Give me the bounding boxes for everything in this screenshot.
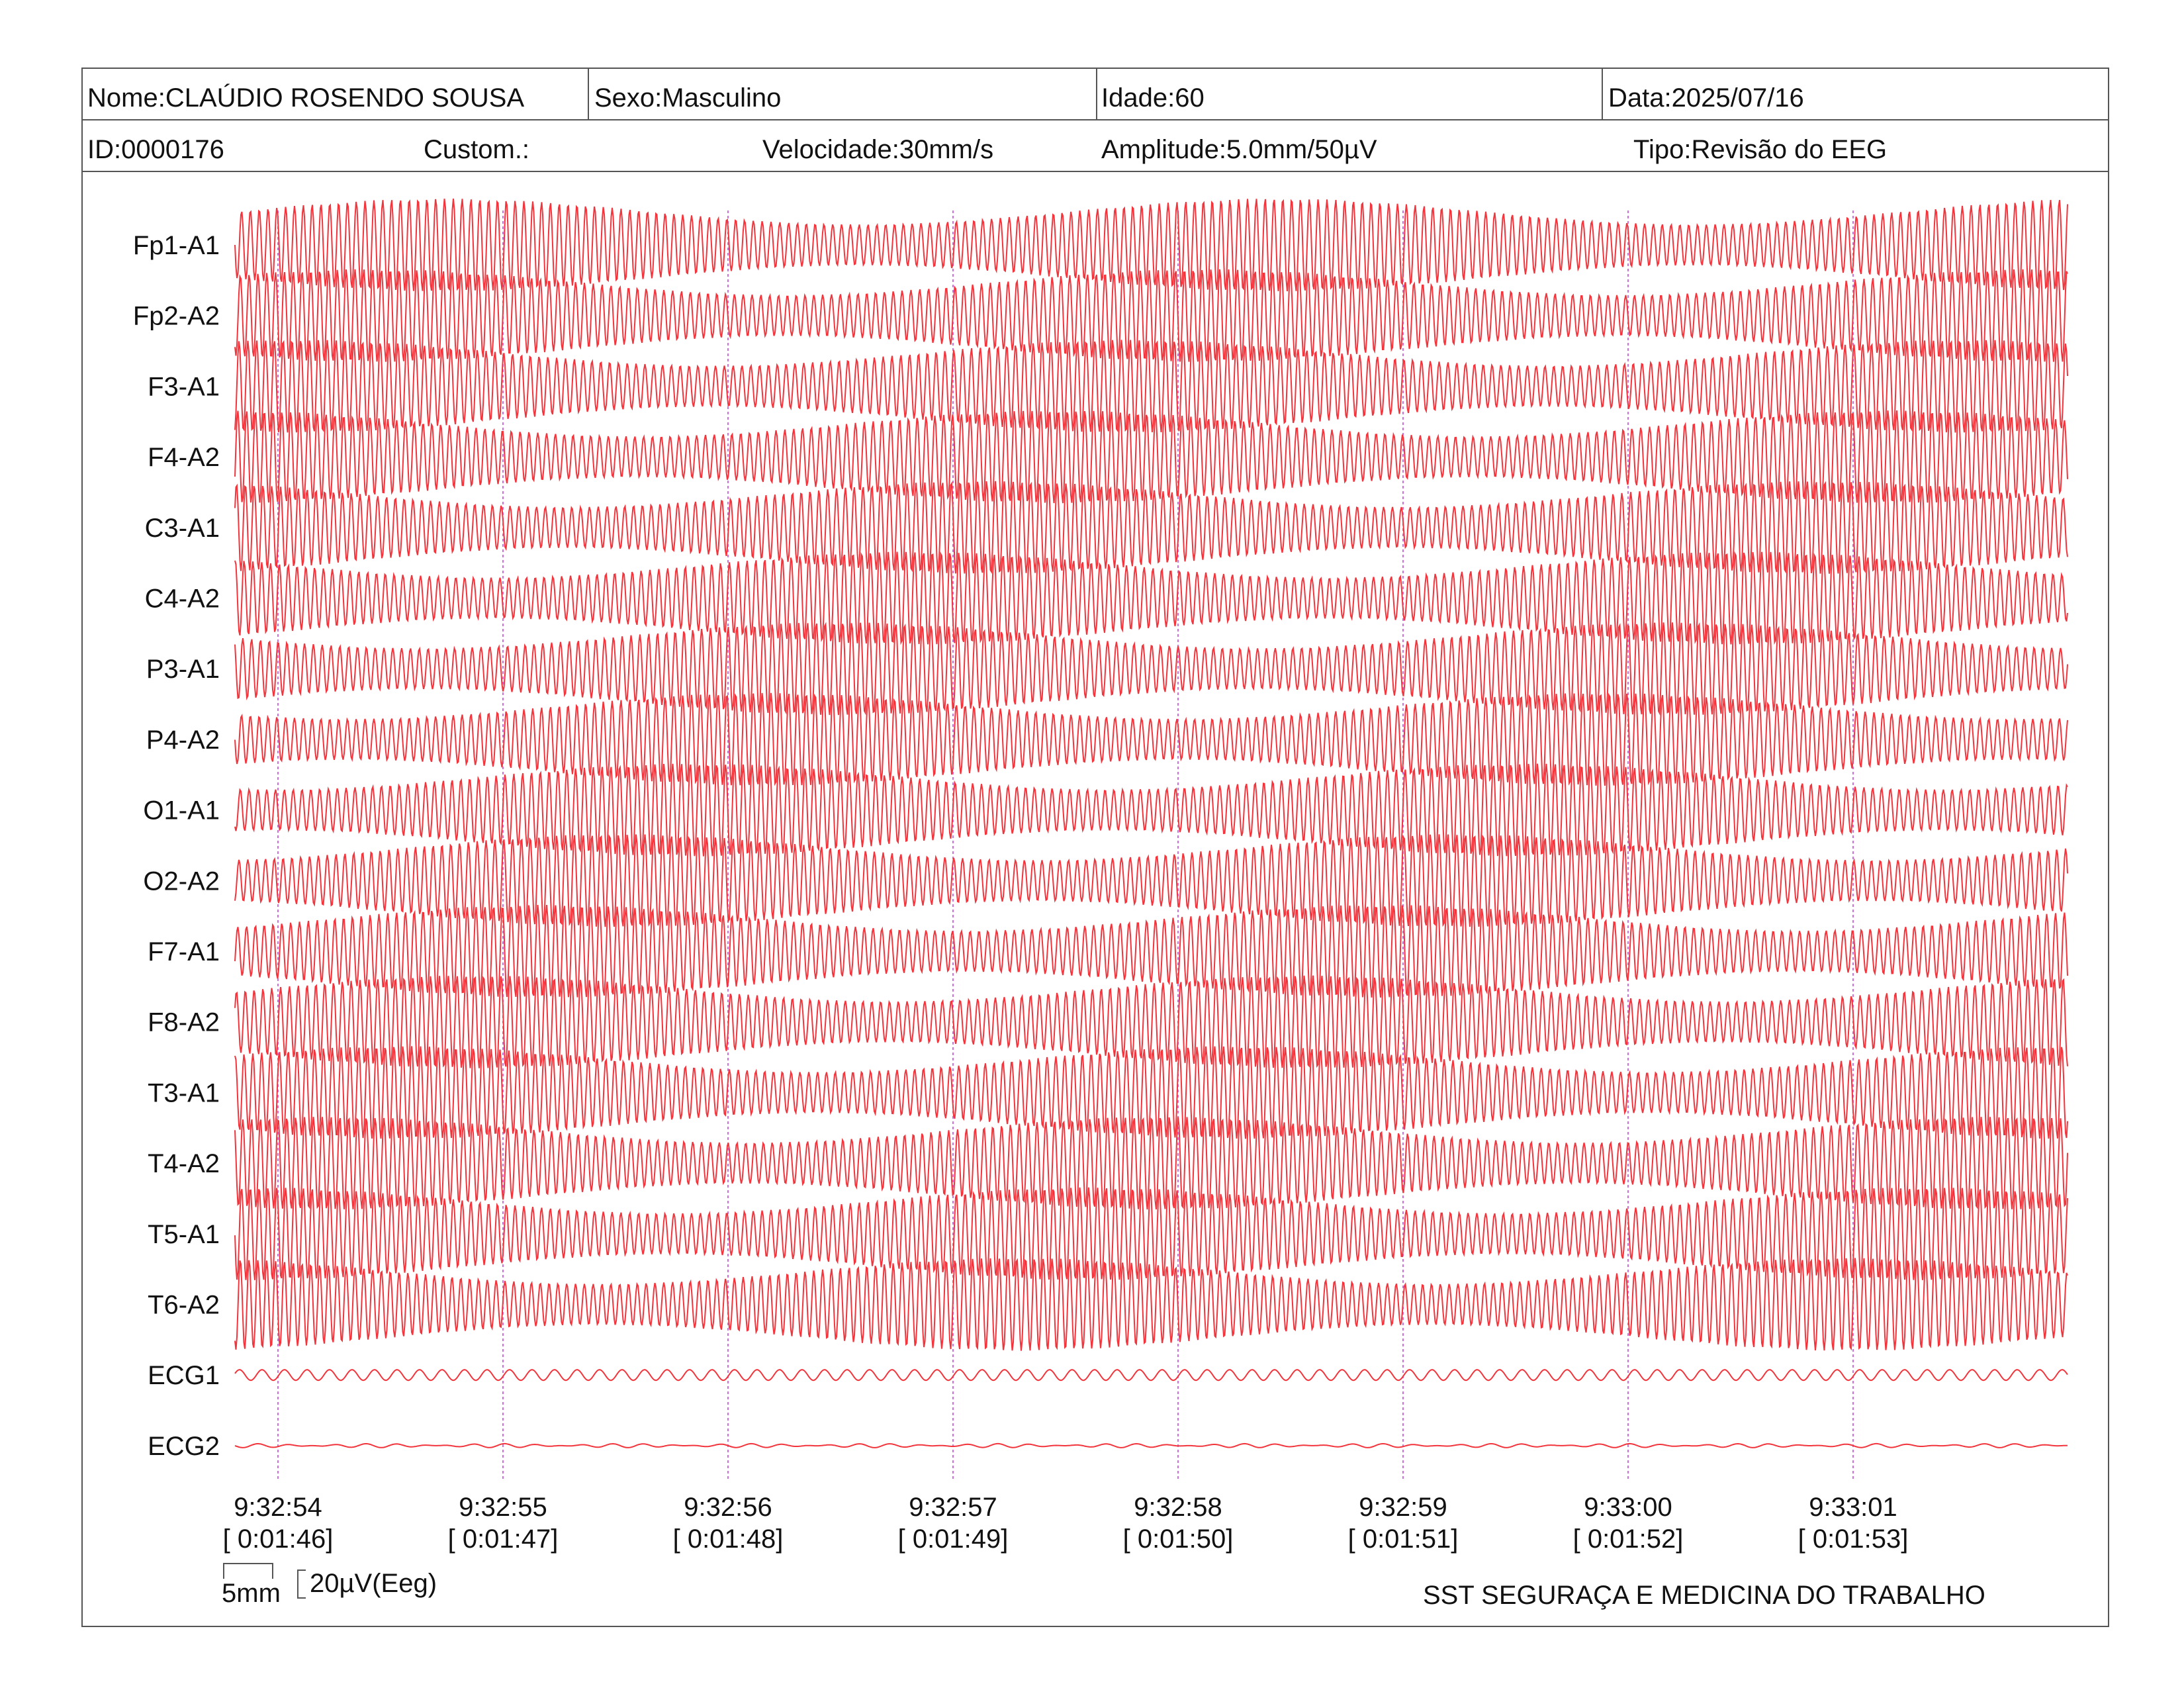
time-clock-label: 9:32:54 — [234, 1493, 322, 1522]
trace-p4-a2 — [234, 692, 2068, 786]
channel-label: T5-A1 — [148, 1220, 220, 1249]
time-elapsed-label: [ 0:01:51] — [1348, 1524, 1459, 1554]
channel-label: F8-A2 — [148, 1008, 220, 1037]
channel-label: T6-A2 — [148, 1291, 220, 1320]
custom-field: Custom.: — [424, 135, 530, 164]
trace-c3-a1 — [234, 481, 2068, 574]
trace-t6-a2 — [234, 1258, 2068, 1351]
trace-f8-a2 — [234, 975, 2068, 1068]
trace-f4-a2 — [234, 410, 2068, 504]
channel-label: Fp1-A1 — [133, 231, 220, 260]
trace-c4-a2 — [234, 551, 2068, 645]
time-elapsed-label: [ 0:01:46] — [223, 1524, 334, 1554]
channel-traces — [234, 199, 2068, 1448]
time-scale-label: 5mm — [222, 1579, 281, 1608]
channel-label: F4-A2 — [148, 443, 220, 472]
amplitude-scale-bracket — [297, 1570, 306, 1599]
channel-label: C3-A1 — [145, 514, 220, 543]
channel-label: O2-A2 — [143, 867, 220, 896]
report-frame — [81, 68, 2109, 1627]
time-clock-label: 9:32:57 — [909, 1493, 997, 1522]
channel-label: O1-A1 — [143, 796, 220, 825]
channel-labels: Fp1-A1 Fp2-A2 F3-A1 F4-A2 C3-A1 C4-A2 P3-A1 P4-… — [133, 231, 220, 1461]
trace-ecg1 — [234, 1369, 2068, 1382]
channel-label: ECG1 — [148, 1361, 220, 1390]
channel-label: C4-A2 — [145, 585, 220, 614]
time-elapsed-label: [ 0:01:53] — [1798, 1524, 1909, 1554]
trace-t5-a1 — [234, 1187, 2068, 1280]
channel-label: T3-A1 — [148, 1078, 220, 1107]
header-col-divider-3 — [1602, 68, 1603, 119]
exam-date: Data:2025/07/16 — [1608, 83, 1804, 113]
speed-field: Velocidade:30mm/s — [762, 135, 994, 164]
trace-p3-a1 — [234, 622, 2068, 716]
trace-o1-a1 — [234, 763, 2068, 857]
time-clock-label: 9:33:01 — [1809, 1493, 1897, 1522]
channel-label: F3-A1 — [148, 372, 220, 401]
company-name: SST SEGURAÇA E MEDICINA DO TRABALHO — [1423, 1581, 1985, 1610]
trace-fp2-a2 — [234, 269, 2068, 362]
time-elapsed-label: [ 0:01:48] — [673, 1524, 784, 1554]
channel-label: F7-A1 — [148, 937, 220, 966]
time-scale-bracket — [223, 1563, 273, 1579]
time-clock-label: 9:32:58 — [1134, 1493, 1222, 1522]
patient-id: ID:0000176 — [87, 135, 224, 164]
channel-label: Fp2-A2 — [133, 302, 220, 331]
trace-ecg2 — [234, 1442, 2068, 1448]
time-elapsed-label: [ 0:01:52] — [1573, 1524, 1684, 1554]
channel-label: P3-A1 — [146, 655, 220, 684]
patient-sex: Sexo:Masculino — [594, 83, 782, 113]
header-col-divider-2 — [1096, 68, 1097, 119]
header-divider-2 — [81, 171, 2109, 172]
patient-age: Idade:60 — [1101, 83, 1205, 113]
time-clock-label: 9:32:56 — [684, 1493, 772, 1522]
time-labels: 9:32:54[ 0:01:46] 9:32:55[ 0:01:47] 9:32:5… — [223, 1493, 1909, 1554]
trace-fp1-a1 — [234, 199, 2068, 291]
type-field: Tipo:Revisão do EEG — [1633, 135, 1888, 164]
header-divider-1 — [81, 119, 2109, 120]
channel-label: ECG2 — [148, 1432, 220, 1461]
time-clock-label: 9:32:59 — [1359, 1493, 1447, 1522]
amplitude-scale-label: 20µV(Eeg) — [310, 1569, 437, 1598]
channel-label: P4-A2 — [146, 726, 220, 755]
trace-o2-a2 — [234, 834, 2068, 927]
time-elapsed-label: [ 0:01:50] — [1123, 1524, 1234, 1554]
time-elapsed-label: [ 0:01:47] — [448, 1524, 559, 1554]
scale-bar: 5mm 20µV(Eeg) — [222, 1563, 437, 1608]
trace-t3-a1 — [234, 1046, 2068, 1139]
channel-label: T4-A2 — [148, 1149, 220, 1178]
trace-f7-a1 — [234, 904, 2068, 998]
time-clock-label: 9:32:55 — [459, 1493, 547, 1522]
time-elapsed-label: [ 0:01:49] — [898, 1524, 1009, 1554]
trace-f3-a1 — [234, 340, 2068, 433]
header-col-divider-1 — [588, 68, 589, 119]
amplitude-field: Amplitude:5.0mm/50µV — [1101, 135, 1377, 164]
patient-name: Nome:CLAÚDIO ROSENDO SOUSA — [87, 83, 525, 113]
time-clock-label: 9:33:00 — [1584, 1493, 1672, 1522]
trace-t4-a2 — [234, 1117, 2068, 1210]
